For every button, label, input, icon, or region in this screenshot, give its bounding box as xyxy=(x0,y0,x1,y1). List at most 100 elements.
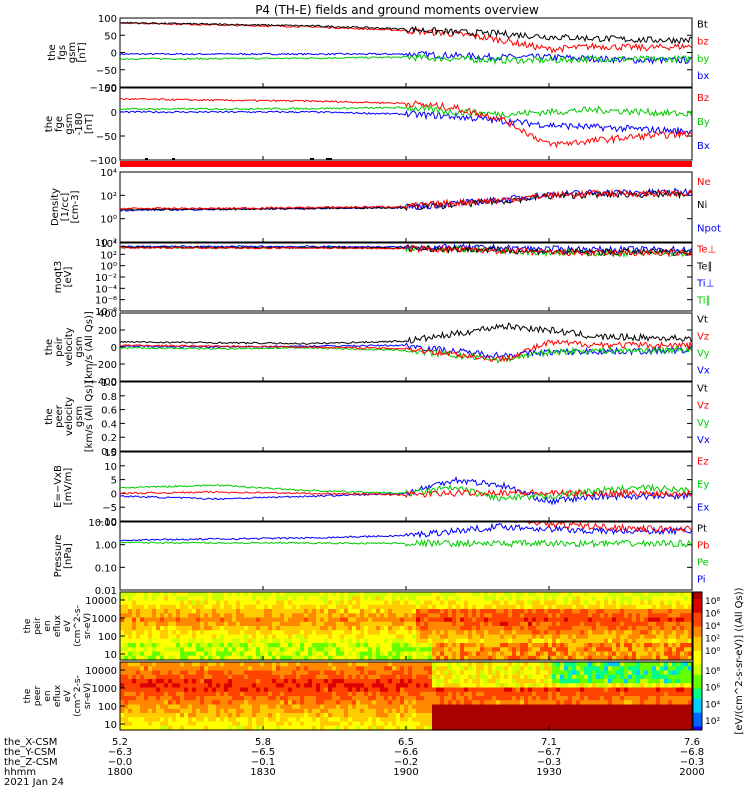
series-Pi xyxy=(120,522,692,542)
y-axis-label: velocity xyxy=(64,327,75,366)
y-tick-label: −200 xyxy=(90,360,117,371)
colorbar-tick-label: 10⁸ xyxy=(705,667,720,677)
colorbar-tick-label: 10² xyxy=(705,717,720,727)
y-tick-label: 0.2 xyxy=(101,433,117,444)
footer-value: −0.3 xyxy=(680,757,704,768)
legend-Pb: Pb xyxy=(697,540,709,551)
footer-row-label: hhmm xyxy=(4,767,36,778)
colorbar-group: 10⁸ 10⁶ 10⁴ 10² 10⁰ 10⁸ 10⁶ 10⁴ 10² [eV/(cm^2-s-s… xyxy=(692,587,745,735)
y-tick-label: 1.0 xyxy=(101,378,117,389)
y-axis-label: Pressure xyxy=(53,535,64,578)
y-axis-label: gsm xyxy=(67,42,78,63)
y-tick-label: −50 xyxy=(96,132,117,143)
y-axis-label: sr-eV) xyxy=(83,683,93,709)
series-Bx xyxy=(120,110,692,135)
legend-Ti⊥: Ti⊥ xyxy=(696,278,714,289)
y-axis-label: sr-eV) xyxy=(83,613,93,639)
series-Pe xyxy=(120,538,692,549)
footer-row-label: 2021 Jan 24 xyxy=(4,777,64,788)
status-mark xyxy=(310,158,314,160)
y-tick-label: 200 xyxy=(98,326,117,337)
footer-value: 7.6 xyxy=(684,737,700,748)
status-mark xyxy=(172,158,175,160)
y-tick-label: 1.00 xyxy=(95,541,117,552)
legend-Te∥: Te∥ xyxy=(696,261,713,272)
footer-value: 1930 xyxy=(536,767,561,778)
panel-fgs: 100 50 0 −50 −100 the fgs gsm [nT] Bt bz by bx xyxy=(47,14,709,94)
y-tick-label: 50 xyxy=(104,84,117,95)
y-tick-label: 0 xyxy=(111,489,117,500)
y-axis-label: en xyxy=(43,690,53,701)
panel-frame xyxy=(119,17,693,88)
y-axis-label: [nPa] xyxy=(63,543,74,569)
y-tick-label: 10⁻⁴ xyxy=(95,284,117,295)
y-axis-label: [nT] xyxy=(84,114,95,134)
footer-value: −0.3 xyxy=(537,757,561,768)
y-tick-label: 10.00 xyxy=(88,518,117,529)
y-tick-label: 1000 xyxy=(92,614,117,625)
y-axis-label: E=−VxB xyxy=(53,465,64,508)
y-axis-label: gsm xyxy=(74,336,85,357)
footer-value: −6.5 xyxy=(251,747,275,758)
series-Bz xyxy=(120,97,692,149)
footer-value: −6.6 xyxy=(394,747,418,758)
series-Ey xyxy=(120,483,692,502)
y-tick-label: 0 xyxy=(111,49,117,60)
colorbar-label: [eV/(cm^2-s-sr-eV)] ((All Qs)) xyxy=(734,587,745,734)
y-tick-label: −5 xyxy=(102,503,117,514)
y-tick-label: 10⁴ xyxy=(100,239,117,250)
y-tick-label: 10 xyxy=(104,462,117,473)
footer-value: 2000 xyxy=(679,767,704,778)
y-tick-label: −10 xyxy=(96,517,117,528)
legend-Vz: Vz xyxy=(697,331,709,342)
panel-fge: 50 0 −50 −100 the fge gsm -180 [nT] Bz By Bx xyxy=(44,84,710,167)
y-axis-label: the xyxy=(44,116,55,132)
legend-Ey: Ey xyxy=(697,480,709,491)
y-tick-label: −100 xyxy=(90,83,117,94)
legend-Pt: Pt xyxy=(697,523,707,534)
y-axis-label: Density xyxy=(50,188,61,226)
footer-value: −0.0 xyxy=(108,757,132,768)
y-axis-label: [km/s (All Qs)] xyxy=(84,311,95,383)
y-tick-label: 0.10 xyxy=(95,563,117,574)
footer-row-label: the_Y-CSM xyxy=(4,747,56,758)
y-axis-label: eV xyxy=(63,619,73,632)
y-tick-label: 100 xyxy=(98,14,117,25)
panel-peir_v: 400 200 0 −200 −400 the peir velocity gsm [km/s (… xyxy=(44,309,710,388)
panel-efield: 15 10 5 0 −5 −10 E=−VxB [mV/m] Ez Ey Ex xyxy=(53,448,709,528)
status-mark xyxy=(145,158,148,160)
series-by xyxy=(120,53,692,66)
series-Bt xyxy=(120,21,692,45)
y-tick-label: 10000 xyxy=(85,596,117,607)
y-tick-label: 10⁴ xyxy=(100,168,117,179)
series-Ni xyxy=(120,189,692,212)
y-tick-label: 10000 xyxy=(85,666,117,677)
footer-value: 1800 xyxy=(107,767,132,778)
y-axis-label: peer xyxy=(33,685,43,706)
spectrogram-peer_en: 10000 1000 100 10 the peer en eflux eV (cm^2-s-sr… xyxy=(23,661,693,731)
colorbar-tick-label: 10⁴ xyxy=(705,700,720,710)
legend-Pi: Pi xyxy=(697,574,706,585)
y-axis-label: [eV] xyxy=(63,267,74,288)
colorbar-frame xyxy=(692,591,703,731)
y-tick-label: 5 xyxy=(111,476,117,487)
legend-Vz: Vz xyxy=(697,401,709,412)
colorbar-tick-label: 10⁸ xyxy=(705,597,720,607)
panel-frame xyxy=(119,521,693,591)
y-tick-label: 1000 xyxy=(92,684,117,695)
series-Pb xyxy=(120,522,692,533)
series-Vy xyxy=(120,345,692,364)
y-tick-label: 0 xyxy=(111,108,117,119)
y-axis-label: [km/s (All Qs)] xyxy=(84,381,95,453)
legend-Vt: Vt xyxy=(697,383,708,394)
legend-Npot: Npot xyxy=(697,224,721,235)
y-axis-label: en xyxy=(43,620,53,631)
y-axis-label: gsm xyxy=(74,406,85,427)
legend-Bt: Bt xyxy=(697,19,708,30)
footer-value: 6.5 xyxy=(398,737,414,748)
y-tick-label: 10⁻⁶ xyxy=(95,296,117,307)
colorbar-tick-label: 10⁶ xyxy=(705,684,720,694)
